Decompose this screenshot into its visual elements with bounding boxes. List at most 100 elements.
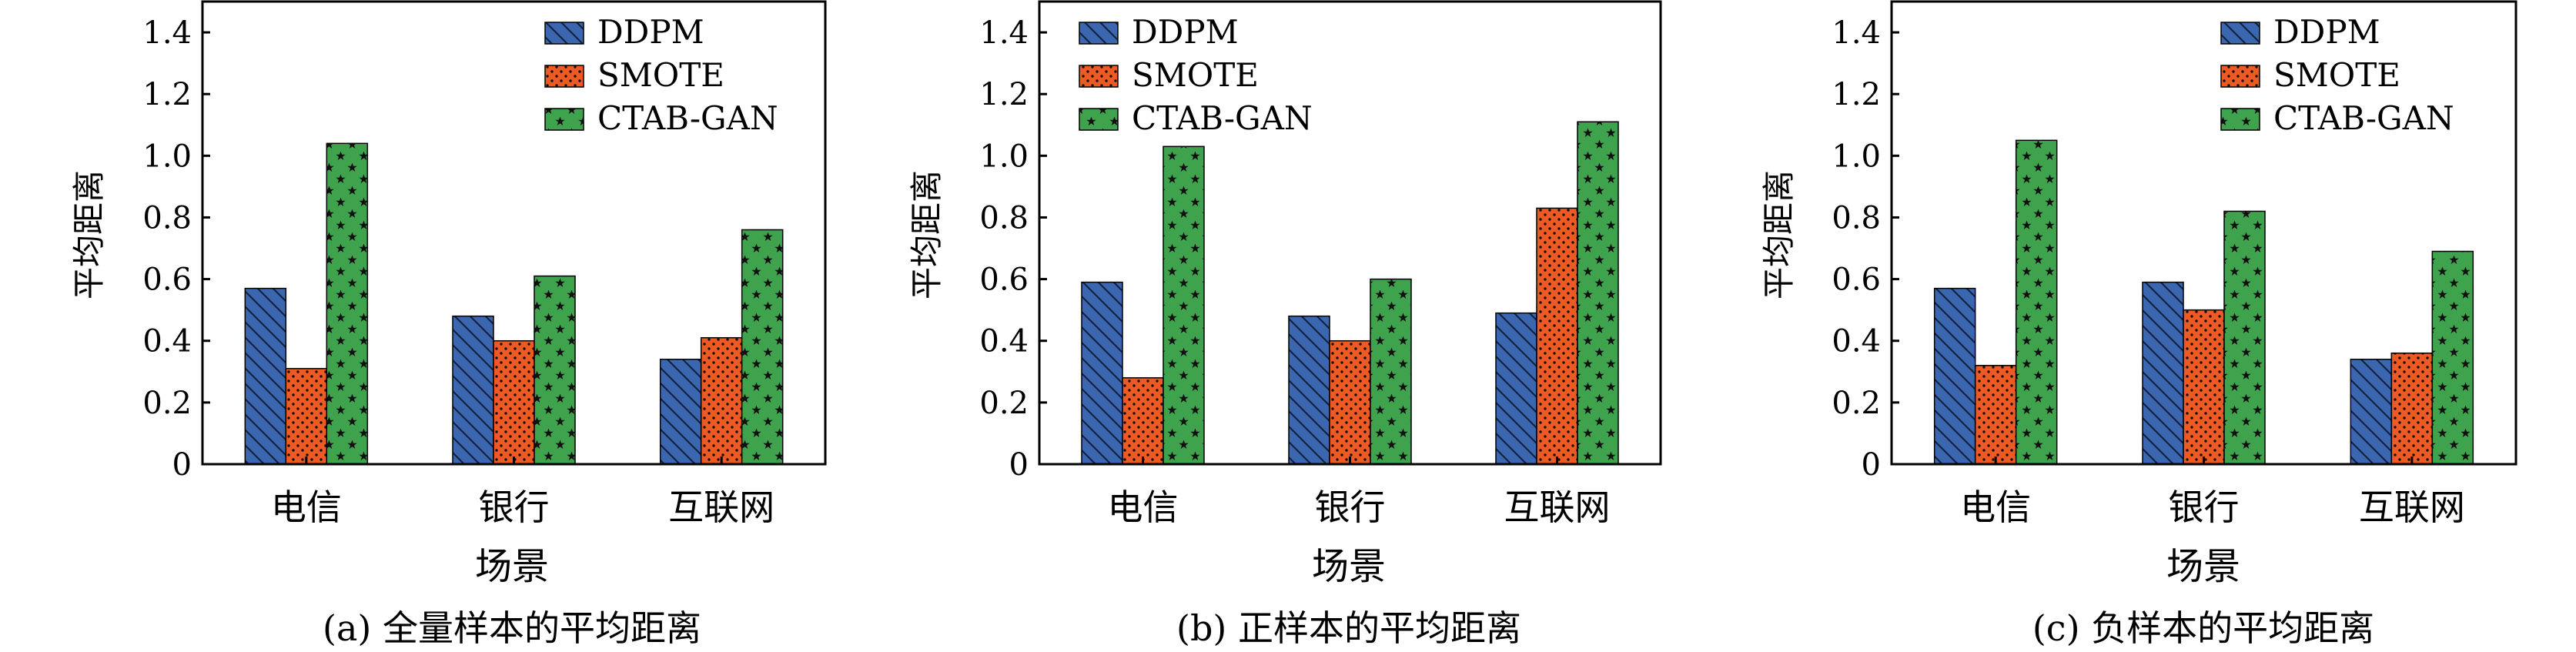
xlabel-a: 场景 [475,545,549,588]
y-tick-label-3-a: 0.6 [142,262,192,298]
bar-ctab-gan-hulianwang-c [2431,250,2474,465]
bar-ddpm-hulianwang-b [1495,312,1537,465]
y-tick-label-7-a: 1.4 [142,15,192,51]
y-tick-label-4-b: 0.8 [979,200,1029,236]
x-tick-label-yinhang-a: 银行 [479,486,550,528]
bar-ctab-gan-dianxin-c [2015,139,2058,465]
y-tick-label-2-a: 0.4 [142,324,192,359]
legend-label-ddpm-b: DDPM [1132,13,1239,51]
plot-frame-b [1038,0,1662,466]
bar-ctab-gan-hulianwang-b [1577,121,1619,465]
y-tick-label-7-c: 1.4 [1832,15,1881,51]
bar-ddpm-dianxin-b [1081,281,1123,465]
y-tick-label-4-c: 0.8 [1832,200,1881,236]
caption-b: (b) 正样本的平均距离 [1176,607,1521,649]
chart-panel-c: 平均距离 场景 (c) 负样本的平均距离 DDPM SMOTE CTAB-GAN… [1760,0,2517,649]
y-tick-label-4-a: 0.8 [142,200,192,236]
legend-label-smote-a: SMOTE [597,56,724,94]
bar-smote-hulianwang-a [700,336,743,465]
x-tick-label-yinhang-c: 银行 [2169,486,2240,528]
chart-panel-b: 平均距离 场景 (b) 正样本的平均距离 DDPM SMOTE CTAB-GAN… [908,0,1662,649]
legend-label-ctab-c: CTAB-GAN [2273,99,2454,137]
bar-ctab-gan-dianxin-a [326,142,369,465]
legend-swatch-ddpm-a [544,22,584,45]
bar-ctab-gan-yinhang-b [1370,278,1412,465]
bar-smote-hulianwang-b [1536,207,1578,465]
bar-ddpm-dianxin-c [1933,287,1976,465]
legend-label-ctab-a: CTAB-GAN [597,99,778,137]
bar-smote-dianxin-a [285,368,328,465]
x-tick-label-hulianwang-a: 互联网 [668,486,774,528]
plot-frame-a [201,0,827,466]
y-tick-label-7-b: 1.4 [979,15,1029,51]
bar-smote-dianxin-b [1122,377,1164,465]
y-tick-label-0-c: 0 [1862,447,1881,483]
x-tick-label-yinhang-b: 银行 [1315,486,1386,528]
x-tick-label-dianxin-c: 电信 [1960,486,2031,528]
bar-smote-yinhang-c [2183,309,2225,465]
legend-swatch-ctab-b [1079,108,1119,131]
legend-label-smote-c: SMOTE [2273,56,2400,94]
xlabel-c: 场景 [2166,545,2240,588]
legend-label-ddpm-a: DDPM [597,13,704,51]
legend-b: DDPM SMOTE CTAB-GAN [1079,13,1313,137]
legend-swatch-ctab-a [544,108,584,131]
y-tick-label-1-c: 0.2 [1832,386,1881,421]
bar-ddpm-hulianwang-a [659,359,702,465]
legend-swatch-smote-b [1079,65,1119,88]
legend-a: DDPM SMOTE CTAB-GAN [544,13,778,137]
x-tick-label-hulianwang-c: 互联网 [2359,486,2465,528]
bar-ddpm-yinhang-c [2142,281,2184,465]
y-tick-label-6-b: 1.2 [979,77,1029,112]
ylabel-b: 平均距离 [908,170,945,299]
y-tick-label-1-b: 0.2 [979,386,1029,421]
ylabel-a: 平均距离 [70,170,108,299]
y-tick-label-5-c: 1.0 [1832,139,1881,174]
bars-a [244,142,784,465]
plot-frame-c [1890,0,2517,466]
legend-c: DDPM SMOTE CTAB-GAN [2220,13,2454,137]
ylabel-c: 平均距离 [1760,170,1798,299]
xlabel-b: 场景 [1312,545,1386,588]
legend-label-smote-b: SMOTE [1132,56,1259,94]
bar-smote-hulianwang-c [2390,353,2434,465]
legend-swatch-smote-c [2220,65,2260,88]
y-tick-label-5-b: 1.0 [979,139,1029,174]
legend-swatch-ddpm-c [2220,22,2260,45]
y-tick-label-1-a: 0.2 [142,386,192,421]
bar-ctab-gan-yinhang-c [2223,210,2266,465]
y-tick-label-0-b: 0 [1009,447,1029,483]
legend-swatch-ddpm-b [1079,22,1119,45]
bar-smote-yinhang-a [493,339,535,465]
y-tick-label-3-b: 0.6 [979,262,1029,298]
x-tick-label-dianxin-b: 电信 [1108,486,1179,528]
bar-ctab-gan-hulianwang-a [741,229,784,465]
bar-ctab-gan-dianxin-b [1163,145,1205,465]
x-tick-label-dianxin-a: 电信 [271,486,342,528]
bars-b [1081,121,1619,465]
legend-swatch-ctab-c [2220,108,2260,131]
bar-ddpm-hulianwang-c [2350,359,2393,465]
y-tick-label-3-c: 0.6 [1832,262,1881,298]
y-tick-label-5-a: 1.0 [142,139,192,174]
bar-smote-yinhang-b [1329,339,1371,465]
y-tick-label-6-a: 1.2 [142,77,192,112]
y-tick-label-6-c: 1.2 [1832,77,1881,112]
bar-smote-dianxin-c [1974,365,2017,465]
legend-swatch-smote-a [544,65,584,88]
chart-panel-a: 平均距离 场景 (a) 全量样本的平均距离 DDPM SMOTE CTAB-GA… [70,0,827,649]
bar-ddpm-dianxin-a [244,287,287,465]
y-tick-label-2-b: 0.4 [979,324,1029,359]
caption-a: (a) 全量样本的平均距离 [323,607,701,649]
legend-label-ddpm-c: DDPM [2273,13,2380,51]
bar-ddpm-yinhang-b [1288,315,1330,465]
bar-ddpm-yinhang-a [452,315,494,465]
bar-ctab-gan-yinhang-a [534,275,576,465]
legend-label-ctab-b: CTAB-GAN [1132,99,1313,137]
y-tick-label-2-c: 0.4 [1832,324,1881,359]
bars-c [1933,139,2474,465]
x-tick-label-hulianwang-b: 互联网 [1504,486,1611,528]
y-tick-label-0-a: 0 [172,447,192,483]
caption-c: (c) 负样本的平均距离 [2032,607,2374,649]
